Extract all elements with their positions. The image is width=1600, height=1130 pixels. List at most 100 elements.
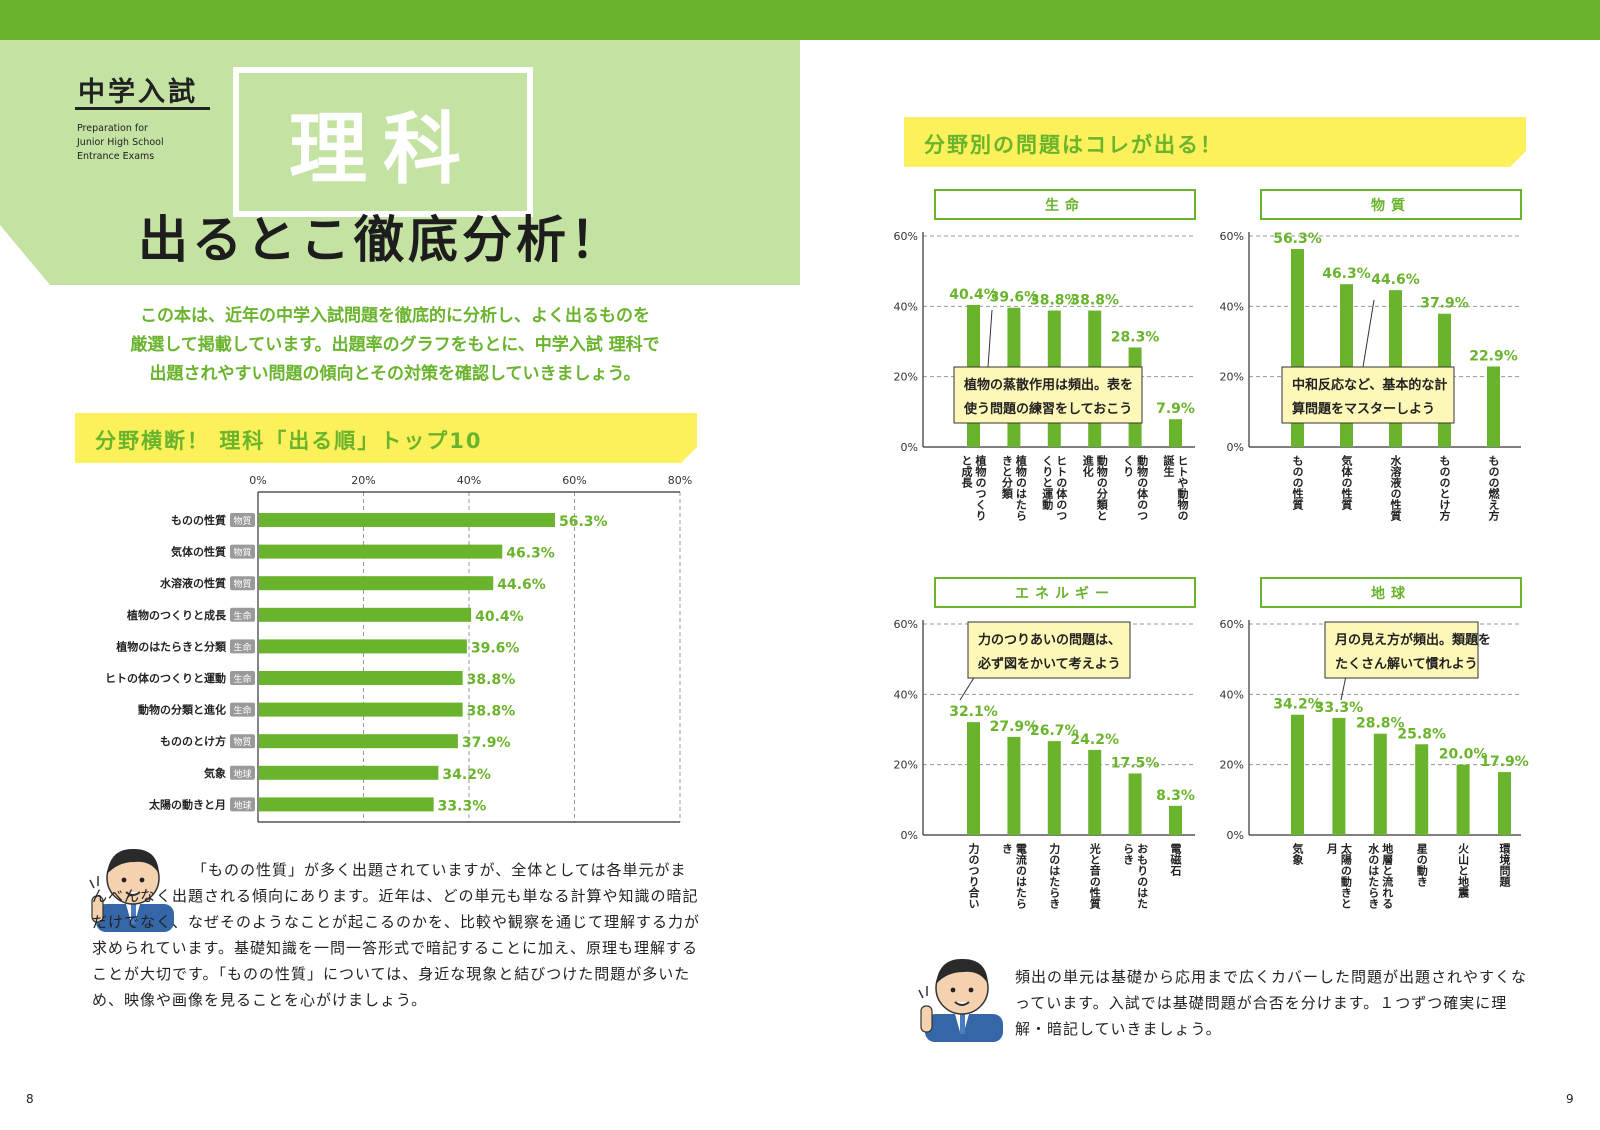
category-label: ヒトの体のつくりと運動 <box>105 671 226 685</box>
bar-value-label: 34.2% <box>442 767 491 783</box>
field-tag <box>230 544 255 559</box>
top-green-bar <box>0 0 1600 40</box>
chart-title: 物質 <box>1371 197 1411 214</box>
field-tag-label: 地球 <box>233 768 251 780</box>
field-section-title: 分野別の問題はコレが出る！ <box>924 133 1223 157</box>
y-tick-label: 0% <box>1227 441 1244 454</box>
category-label: 星の動き <box>1415 843 1428 888</box>
chart-title-box <box>1260 189 1522 220</box>
callout-text: 月の見え方が頻出。類題を <box>1334 632 1491 648</box>
bar-value-label: 17.9% <box>1480 754 1529 770</box>
y-tick-label: 20% <box>894 759 918 772</box>
category-label: 水溶液の性質 <box>1389 454 1402 522</box>
teacher-avatar-icon <box>89 848 174 932</box>
callout-pointer <box>1362 299 1375 368</box>
bar-value-label: 32.1% <box>949 704 998 720</box>
callout-box <box>1324 621 1479 679</box>
bar-value-label: 44.6% <box>497 577 546 593</box>
subject-frame <box>233 67 533 217</box>
bar <box>1169 805 1182 835</box>
category-label: 電流のはたら <box>1014 843 1027 909</box>
y-tick-label: 0% <box>1227 829 1244 842</box>
brand-title: 中学入試 <box>78 77 198 108</box>
bar-value-label: 24.2% <box>1070 732 1119 748</box>
category-label: ヒトや動物の <box>1176 455 1189 521</box>
y-tick-label: 40% <box>1220 688 1244 701</box>
category-label: 植物のつくり <box>974 454 988 521</box>
bar <box>259 734 458 749</box>
callout-text: 力のつりあいの問題は、 <box>978 632 1121 648</box>
x-tick-label: 20% <box>351 474 375 487</box>
category-label: 太陽の動きと月 <box>148 797 226 811</box>
bar <box>259 513 555 527</box>
bar-value-label: 34.2% <box>1273 697 1322 713</box>
callout-pointer <box>987 309 993 368</box>
category-label: 水溶液の性質 <box>160 576 226 590</box>
field-tag <box>230 576 255 591</box>
y-tick-label: 40% <box>894 300 918 313</box>
category-label: 誕生 <box>1162 454 1175 478</box>
category-label: 動物の分類と進化 <box>138 703 226 717</box>
chart-title: 生命 <box>1045 197 1085 214</box>
category-label: 力のはたらき <box>1048 842 1061 910</box>
bar <box>1415 744 1429 835</box>
category-label: 光と音の性質 <box>1088 842 1102 910</box>
y-tick-label: 20% <box>1220 371 1244 384</box>
intro-text: この本は、近年の中学入試問題を徹底的に分析し、よく出るものを 厳選して掲載してい… <box>75 302 715 389</box>
bar-value-label: 56.3% <box>559 514 608 530</box>
bar-value-label: 8.3% <box>1156 788 1195 804</box>
category-label: と成長 <box>960 455 973 489</box>
y-tick-label: 60% <box>894 618 918 631</box>
category-label: 動物の体のつ <box>1136 454 1149 521</box>
field-tag <box>230 702 255 717</box>
category-label: 気体の性質 <box>171 545 226 559</box>
field-tag <box>230 797 255 812</box>
intro-line: 出題されやすい問題の傾向とその対策を確認していきましょう。 <box>149 364 641 384</box>
bar-value-label: 38.8% <box>1070 293 1119 309</box>
x-tick-label: 40% <box>457 474 481 487</box>
callout-box <box>1281 366 1455 424</box>
bar-value-label: 38.8% <box>467 704 516 720</box>
category-label: 動物の分類と <box>1095 454 1109 521</box>
bar-value-label: 46.3% <box>506 546 555 562</box>
category-label: 気体の性質 <box>1340 454 1353 511</box>
field-tag-label: 物質 <box>233 547 251 559</box>
bar-value-label: 25.8% <box>1397 726 1446 742</box>
comment-right: 頻出の単元は基礎から応用まで広くカバーした問題が出題されやすくなっています。入試… <box>1015 968 1528 1038</box>
bar-value-label: 38.8% <box>1030 293 1079 309</box>
field-tag-label: 物質 <box>233 578 251 590</box>
field-tag <box>230 607 255 622</box>
bar-value-label: 39.6% <box>990 290 1039 306</box>
callout-box <box>953 366 1143 424</box>
bar <box>1128 773 1142 835</box>
bar <box>1487 366 1500 447</box>
callout-text: 植物の蒸散作用は頻出。表を <box>963 377 1133 393</box>
bar-value-label: 40.4% <box>475 609 524 625</box>
intro-line: 厳選して掲載しています。出題率のグラフをもとに、中学入試 理科で <box>130 335 660 355</box>
hero-title: 出るとこ徹底分析！ <box>138 211 624 269</box>
bar <box>1088 749 1102 835</box>
field-tag <box>230 765 255 780</box>
field-tag-label: 地球 <box>233 799 251 811</box>
bar-value-label: 56.3% <box>1273 231 1322 247</box>
callout-text: 中和反応など、基本的な計 <box>1292 377 1447 393</box>
bar <box>259 765 439 780</box>
chart-title: エネルギー <box>1015 585 1115 602</box>
category-label: ヒトの体のつ <box>1055 455 1068 521</box>
page-number-right: 9 <box>1566 1092 1574 1106</box>
field-tag-label: 物質 <box>233 736 251 748</box>
category-label: 電磁石 <box>1169 843 1183 877</box>
field-tag-label: 生命 <box>233 610 251 622</box>
bar-value-label: 28.8% <box>1356 716 1405 732</box>
y-tick-label: 40% <box>894 688 918 701</box>
category-label: くりと運動 <box>1041 455 1054 511</box>
bar <box>1456 764 1470 835</box>
bar <box>259 576 494 591</box>
category-label: くり <box>1122 455 1135 477</box>
y-tick-label: 60% <box>894 230 918 243</box>
callout-text: たくさん解いて慣れよう <box>1335 656 1478 672</box>
bar <box>259 671 463 685</box>
category-label: 進化 <box>1081 454 1094 478</box>
category-label: 植物のはたら <box>1014 454 1028 521</box>
bar-value-label: 44.6% <box>1371 272 1420 288</box>
